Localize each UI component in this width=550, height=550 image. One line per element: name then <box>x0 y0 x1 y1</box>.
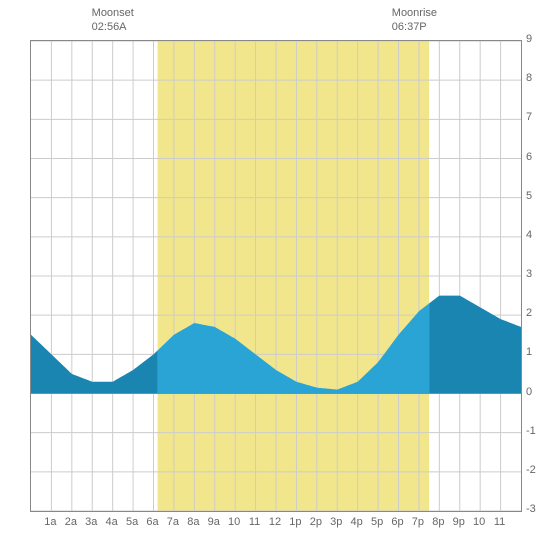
x-tick-label: 8a <box>187 516 199 528</box>
x-tick-label: 5p <box>371 516 383 528</box>
y-tick-label: 7 <box>526 111 532 123</box>
top-label-time: 06:37P <box>392 20 437 34</box>
x-tick-label: 9a <box>208 516 220 528</box>
y-tick-label: 0 <box>526 386 532 398</box>
x-tick-label: 11 <box>249 516 260 528</box>
x-tick-label: 3p <box>330 516 342 528</box>
y-tick-label: 9 <box>526 33 532 45</box>
x-tick-label: 4a <box>106 516 118 528</box>
x-tick-label: 3a <box>85 516 97 528</box>
top-label-time: 02:56A <box>92 20 134 34</box>
y-tick-label: 5 <box>526 190 532 202</box>
chart-svg <box>31 41 521 511</box>
y-tick-label: 8 <box>526 72 532 84</box>
x-tick-label: 2p <box>310 516 322 528</box>
y-tick-label: 3 <box>526 268 532 280</box>
y-tick-label: 4 <box>526 229 532 241</box>
x-tick-label: 7a <box>167 516 179 528</box>
x-tick-label: 1p <box>289 516 301 528</box>
y-tick-label: 2 <box>526 307 532 319</box>
tide-chart: -3-2-101234567891a2a3a4a5a6a7a8a9a101112… <box>0 0 550 550</box>
top-label-title: Moonset <box>92 6 134 20</box>
x-tick-label: 6a <box>146 516 158 528</box>
plot-area <box>30 40 522 512</box>
y-tick-label: -3 <box>526 503 536 515</box>
x-tick-label: 9p <box>453 516 465 528</box>
top-label-title: Moonrise <box>392 6 437 20</box>
x-tick-label: 10 <box>228 516 240 528</box>
x-tick-label: 12 <box>269 516 281 528</box>
x-tick-label: 5a <box>126 516 138 528</box>
x-tick-label: 10 <box>473 516 485 528</box>
y-tick-label: -2 <box>526 464 536 476</box>
y-tick-label: 6 <box>526 151 532 163</box>
y-tick-label: 1 <box>526 346 532 358</box>
top-label: Moonrise06:37P <box>392 6 437 35</box>
top-label: Moonset02:56A <box>92 6 134 35</box>
x-tick-label: 8p <box>432 516 444 528</box>
y-tick-label: -1 <box>526 425 536 437</box>
x-tick-label: 2a <box>65 516 77 528</box>
x-tick-label: 11 <box>494 516 505 528</box>
x-tick-label: 1a <box>44 516 56 528</box>
x-tick-label: 7p <box>412 516 424 528</box>
x-tick-label: 6p <box>391 516 403 528</box>
x-tick-label: 4p <box>351 516 363 528</box>
